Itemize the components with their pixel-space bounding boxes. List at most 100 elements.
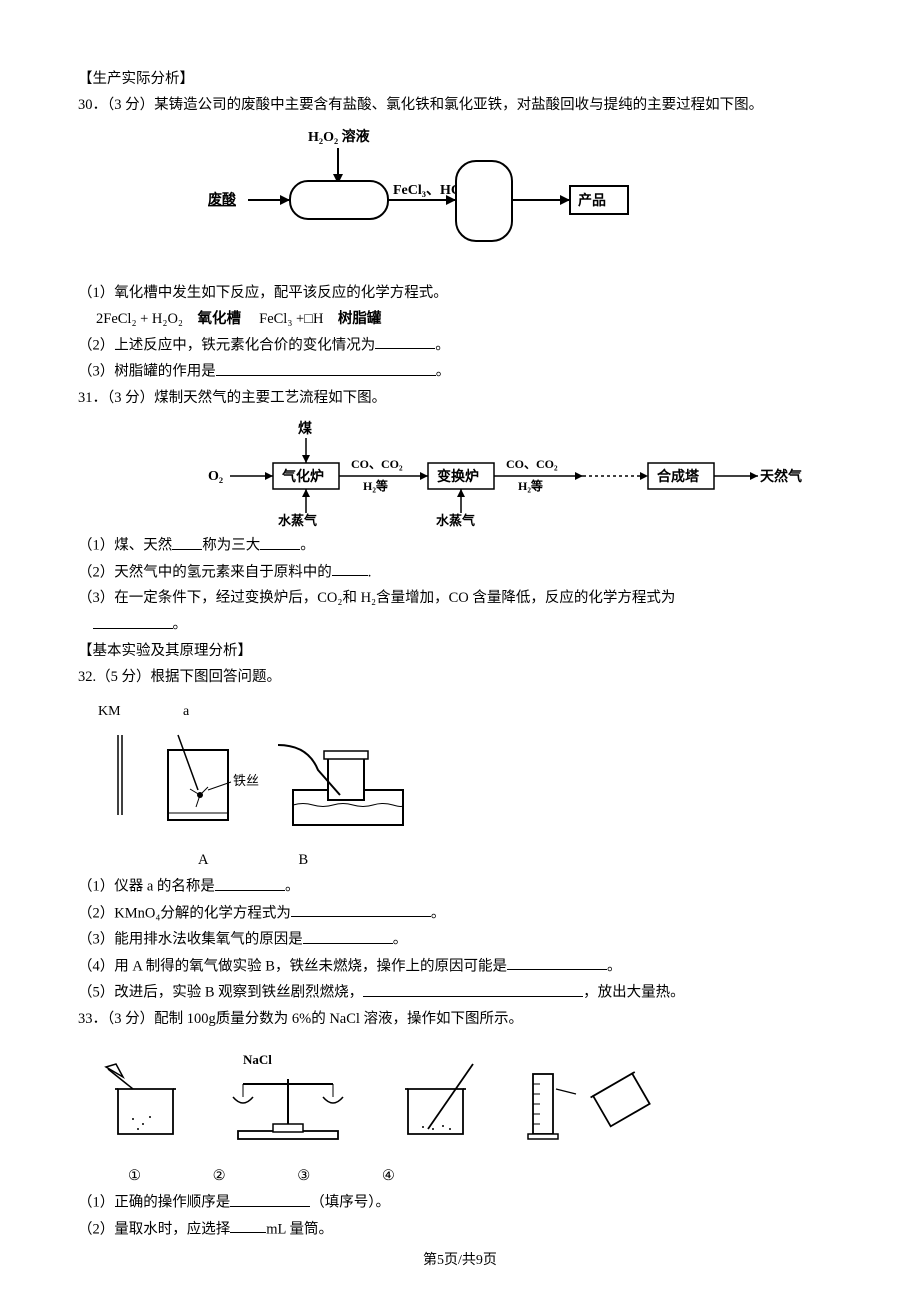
q32-sub2: （2）KMnO₄分解的化学方程式为 。 [78,902,842,926]
section-2-title: 【基本实验及其原理分析】 [78,640,842,664]
q33-n1: ① [128,1168,141,1184]
q31-out-label: 天然气 [760,468,802,485]
q32-sub1-text: （1）仪器 a 的名称是 [78,879,215,895]
q32-sub3-text: （3）能用排水法收集氧气的原因是 [78,932,303,948]
q33-sub2a: （2）量取水时，应选择 [78,1221,230,1237]
q30-sub3: （3）树脂罐的作用是 。 [78,360,842,384]
q32-number: 32. [78,669,96,685]
q31-sub1: （1）煤、天然 称为三大 。 [78,534,842,558]
q30-sub3-end: 。 [436,364,451,380]
q30-mid-out-label: FeCl₃、HCl [393,183,465,198]
q33-sub1-text: （1）正确的操作顺序是 [78,1195,230,1211]
page-footer: 第5页/共9页 [0,1249,920,1272]
q33-nacl-label: NaCl [243,1052,272,1067]
q32-sub5: （5）改进后，实验 B 观察到铁丝剧烈燃烧，，放出大量热。 [78,981,842,1005]
q32-sub5a: （5）改进后，实验 B 观察到铁丝剧烈燃烧， [78,985,363,1001]
q32-ab-labels: AB [198,849,842,873]
q32-sub4-text: （4）用 A 制得的氧气做实验 B，铁丝未燃烧，操作上的原因可能是 [78,958,507,974]
q33-n4: ④ [382,1168,395,1184]
q33-diagram: NaCl [78,1039,842,1159]
q30-number: 30． [78,97,107,113]
blank [260,534,300,550]
q31-points: （3 分） [107,390,154,406]
q30-eq-right: FeCl₃ +□H [259,311,323,327]
q32-sub3-end: 。 [393,932,408,948]
q32-sub1: （1）仪器 a 的名称是 。 [78,875,842,899]
q33-stem: 33．（3 分）配制 100g质量分数为 6%的 NaCl 溶液，操作如下图所示… [78,1008,842,1032]
q30-sub2-text: （2）上述反应中，铁元素化合价的变化情况为 [78,337,375,353]
q31-steam2-label: 水蒸气 [436,513,475,528]
blank [216,360,436,376]
q30-waste-acid-label: 废酸 [208,191,237,208]
q33-sub1: （1）正确的操作顺序是 （填序号）。 [78,1191,842,1215]
q33-sub2: （2）量取水时，应选择 mL 量筒。 [78,1218,842,1242]
q31-box2-label: 变换炉 [437,468,479,485]
q32-diagram: KM a 铁丝 [78,695,842,845]
q31-stem: 31．（3 分）煤制天然气的主要工艺流程如下图。 [78,387,842,411]
q30-eq-right2: 树脂罐 [338,311,382,327]
q33-points: （3 分） [107,1011,154,1027]
blank [230,1218,266,1234]
q30-sub3-text: （3）树脂罐的作用是 [78,364,216,380]
blank [363,981,583,997]
blank [230,1191,310,1207]
q31-box1-label: 气化炉 [281,468,324,485]
q30-points: （3 分） [107,97,154,113]
q31-sub1-a: （1）煤、天然 [78,538,172,554]
q33-sub2b: mL 量筒。 [266,1221,333,1237]
q31-diagram: 煤 O₂ 气化炉 CO、CO₂ H₂等 变换炉 CO、CO₂ H₂等 [178,418,842,528]
q30-eq-left: 2FeCl₂ + H₂O₂ [96,311,183,327]
blank [291,902,431,918]
q32-label-a: A [198,852,298,868]
q32-sub4-end: 。 [607,958,622,974]
q31-box3-label: 合成塔 [657,468,700,485]
q31-arrow2-bot: H₂等 [518,478,543,493]
q32-iron-wire-label: 铁丝 [233,773,259,788]
q31-steam1-label: 水蒸气 [278,513,317,528]
q30-product-label: 产品 [578,192,606,209]
blank [303,928,393,944]
blank [172,534,202,550]
q31-sub3-end: 。 [173,617,188,633]
q33-n3: ③ [297,1168,310,1184]
q30-h2o2-label: H₂O₂ 溶液 [308,128,371,145]
q30-equation: 2FeCl₂ + H₂O₂ 氧化槽 FeCl₃ +□H 树脂罐 [96,308,842,332]
q31-sub2-end: . [368,564,372,580]
q32-label-b: B [298,852,398,868]
blank [93,613,173,629]
q33-sub1-hint: （填序号）。 [310,1195,390,1211]
section-1-title: 【生产实际分析】 [78,68,842,92]
q30-sub2-end: 。 [435,337,450,353]
q31-arrow1-bot: H₂等 [363,478,388,493]
blank [332,561,368,577]
q31-sub3: （3）在一定条件下，经过变换炉后，CO₂和 H₂含量增加，CO 含量降低，反应的… [78,587,842,611]
q30-sub1: （1）氧化槽中发生如下反应，配平该反应的化学方程式。 [78,282,842,306]
q33-stem-text: 配制 100g质量分数为 6%的 NaCl 溶液，操作如下图所示。 [154,1011,523,1027]
blank [215,875,285,891]
q31-arrow1-top: CO、CO₂ [351,457,403,471]
blank [507,955,607,971]
q31-sub1-end: 。 [300,538,315,554]
q32-points: （5 分） [96,669,150,685]
q33-numbers-row: ① ② ③ ④ [128,1165,842,1189]
q31-coal-label: 煤 [298,420,313,437]
q30-diagram: H₂O₂ 溶液 废酸 FeCl₃、HCl 产品 [178,126,842,276]
q30-sub2: （2）上述反应中，铁元素化合价的变化情况为 。 [78,334,842,358]
q32-a-label: a [183,704,190,719]
q30-stem: 30．（3 分）某铸造公司的废酸中主要含有盐酸、氯化铁和氯化亚铁，对盐酸回收与提… [78,94,842,118]
q32-sub1-end: 。 [285,879,300,895]
q32-stem: 32.（5 分）根据下图回答问题。 [78,666,842,690]
q31-arrow2-top: CO、CO₂ [506,457,558,471]
q31-o2-label: O₂ [208,469,223,484]
q32-stem-text: 根据下图回答问题。 [151,669,282,685]
q32-sub2-end: 。 [431,905,446,921]
q31-stem-text: 煤制天然气的主要工艺流程如下图。 [154,390,386,406]
q30-stem-text: 某铸造公司的废酸中主要含有盐酸、氯化铁和氯化亚铁，对盐酸回收与提纯的主要过程如下… [154,97,763,113]
q33-n2: ② [213,1168,226,1184]
q32-sub3: （3）能用排水法收集氧气的原因是 。 [78,928,842,952]
q32-km-label: KM [98,704,121,719]
q32-sub2-text: （2）KMnO₄分解的化学方程式为 [78,905,291,921]
q31-sub2-text: （2）天然气中的氢元素来自于原料中的 [78,564,332,580]
q31-sub1-b: 称为三大 [202,538,260,554]
blank [375,334,435,350]
